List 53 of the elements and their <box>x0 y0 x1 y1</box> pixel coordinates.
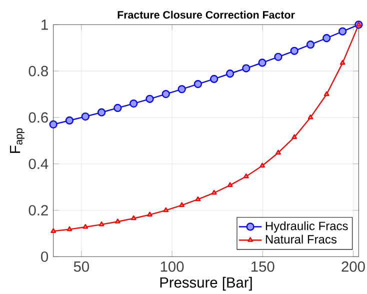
point <box>306 40 315 49</box>
point <box>97 108 106 116</box>
y-tick-label: 0.6 <box>28 112 48 123</box>
x-tick-label: 50 <box>74 261 89 272</box>
point <box>81 112 90 121</box>
x-tick-label: 200 <box>342 261 365 272</box>
point <box>65 116 74 125</box>
point <box>242 64 250 72</box>
point <box>82 224 88 229</box>
x-tick-label: 150 <box>252 261 274 272</box>
point <box>130 99 138 108</box>
x-axis-title: Pressure [Bar] <box>160 276 252 291</box>
point <box>146 94 154 103</box>
y-tick-label: 0.4 <box>28 158 48 170</box>
point <box>130 215 136 220</box>
point <box>66 226 72 232</box>
point <box>322 34 331 42</box>
legend-label: Hydraulic Fracs <box>266 221 348 233</box>
point <box>114 218 120 224</box>
point <box>227 182 233 188</box>
point <box>98 221 104 226</box>
point <box>179 202 184 207</box>
y-tick-label: 1 <box>42 20 48 30</box>
point <box>292 134 298 139</box>
point <box>162 90 170 98</box>
point <box>276 150 281 155</box>
point <box>290 46 298 55</box>
point <box>114 104 122 112</box>
point <box>211 190 217 195</box>
point <box>308 114 314 120</box>
point <box>243 173 249 178</box>
point <box>147 212 152 216</box>
x-tick-label: 100 <box>160 261 184 272</box>
chart-title: Fracture Closure Correction Factor <box>118 10 295 19</box>
point <box>338 27 347 36</box>
point <box>258 58 266 67</box>
point <box>194 80 202 88</box>
y-tick-label: 0 <box>41 251 48 262</box>
point <box>260 162 265 168</box>
y-axis-title: F$_{app}$ <box>10 128 24 153</box>
point <box>274 52 282 61</box>
point <box>324 91 330 96</box>
y-tick-label: 0.8 <box>28 66 48 76</box>
point <box>178 85 186 94</box>
point <box>210 74 218 84</box>
point <box>49 120 58 128</box>
point <box>226 70 234 78</box>
point <box>163 207 169 212</box>
legend-label: Natural Fracs <box>266 234 337 244</box>
y-tick-label: 0.2 <box>28 205 48 216</box>
point <box>340 60 346 65</box>
point <box>356 22 362 26</box>
point <box>195 196 201 202</box>
